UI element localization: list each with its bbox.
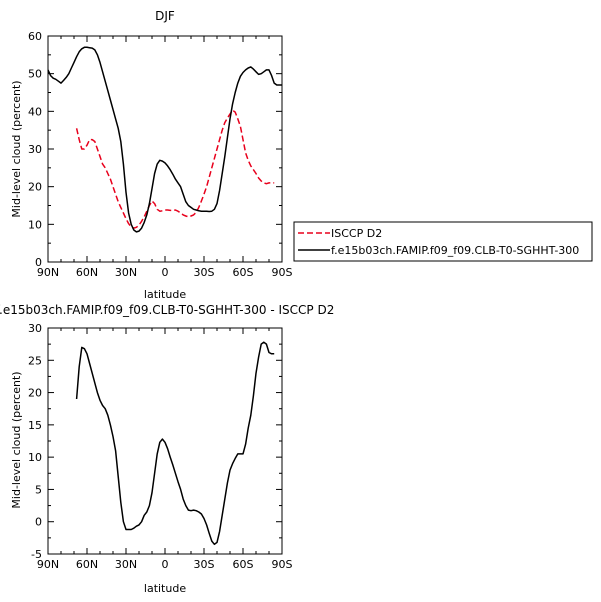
- series-lines-bottom: [75, 341, 275, 546]
- x-tick-label: 90N: [37, 266, 59, 279]
- x-tick-label: 30S: [194, 266, 215, 279]
- y-tick-label: 20: [28, 181, 42, 194]
- legend-label-model: f.e15b03ch.FAMIP.f09_f09.CLB-T0-SGHHT-30…: [331, 244, 579, 257]
- x-axis-label-top: latitude: [144, 288, 186, 301]
- panel-bottom: f.e15b03ch.FAMIP.f09_f09.CLB-T0-SGHHT-30…: [0, 303, 334, 595]
- legend-box: [293, 221, 593, 262]
- y-tick-label: 15: [28, 419, 42, 432]
- chart-title-bottom: f.e15b03ch.FAMIP.f09_f09.CLB-T0-SGHHT-30…: [0, 303, 334, 317]
- y-tick-label: 0: [35, 256, 42, 269]
- y-tick-label: 50: [28, 68, 42, 81]
- legend: ISCCP D2 f.e15b03ch.FAMIP.f09_f09.CLB-T0…: [293, 221, 593, 262]
- series-line-1-0: [75, 341, 275, 546]
- series-line-0-1: [47, 46, 282, 233]
- x-tick-label: 90N: [37, 558, 59, 571]
- x-tick-label: 60N: [76, 558, 98, 571]
- x-tick-label: 90S: [272, 558, 293, 571]
- x-tick-label: 60N: [76, 266, 98, 279]
- x-tick-label: 0: [162, 266, 169, 279]
- y-axis-label-top: Mid-level cloud (percent): [10, 80, 23, 217]
- x-tick-label: 30N: [115, 558, 137, 571]
- y-tick-label: 20: [28, 387, 42, 400]
- y-tick-label: 25: [28, 354, 42, 367]
- series-lines-top: [47, 46, 282, 233]
- x-tick-label: 90S: [272, 266, 293, 279]
- y-tick-label: 30: [28, 143, 42, 156]
- y-tick-label: 40: [28, 105, 42, 118]
- x-tick-label: 0: [162, 558, 169, 571]
- x-tick-label: 60S: [233, 558, 254, 571]
- legend-label-isccp: ISCCP D2: [331, 227, 382, 240]
- panel-top: DJF Mid-level cloud (percent) latitude 9…: [10, 9, 293, 301]
- ticks-top: 90N 60N 30N 0 30S 60S 90S 0 10 20 30 40 50 60: [28, 30, 293, 279]
- x-tick-label: 30N: [115, 266, 137, 279]
- y-tick-label: -5: [31, 548, 42, 561]
- x-tick-label: 30S: [194, 558, 215, 571]
- y-tick-label: 0: [35, 516, 42, 529]
- y-tick-label: 10: [28, 451, 42, 464]
- x-axis-label-bottom: latitude: [144, 582, 186, 595]
- y-tick-label: 30: [28, 322, 42, 335]
- y-tick-label: 5: [35, 483, 42, 496]
- plot-frame-top: [47, 35, 283, 263]
- plot-frame-bottom: [47, 327, 283, 555]
- x-tick-label: 60S: [233, 266, 254, 279]
- ticks-bottom: 90N 60N 30N 0 30S 60S 90S -5 0 5 10 15 20 25 30: [28, 322, 293, 571]
- y-tick-label: 60: [28, 30, 42, 43]
- chart-title-top: DJF: [155, 9, 175, 23]
- y-axis-label-bottom: Mid-level cloud (percent): [10, 371, 23, 508]
- y-tick-label: 10: [28, 218, 42, 231]
- series-line-0-0: [75, 109, 275, 229]
